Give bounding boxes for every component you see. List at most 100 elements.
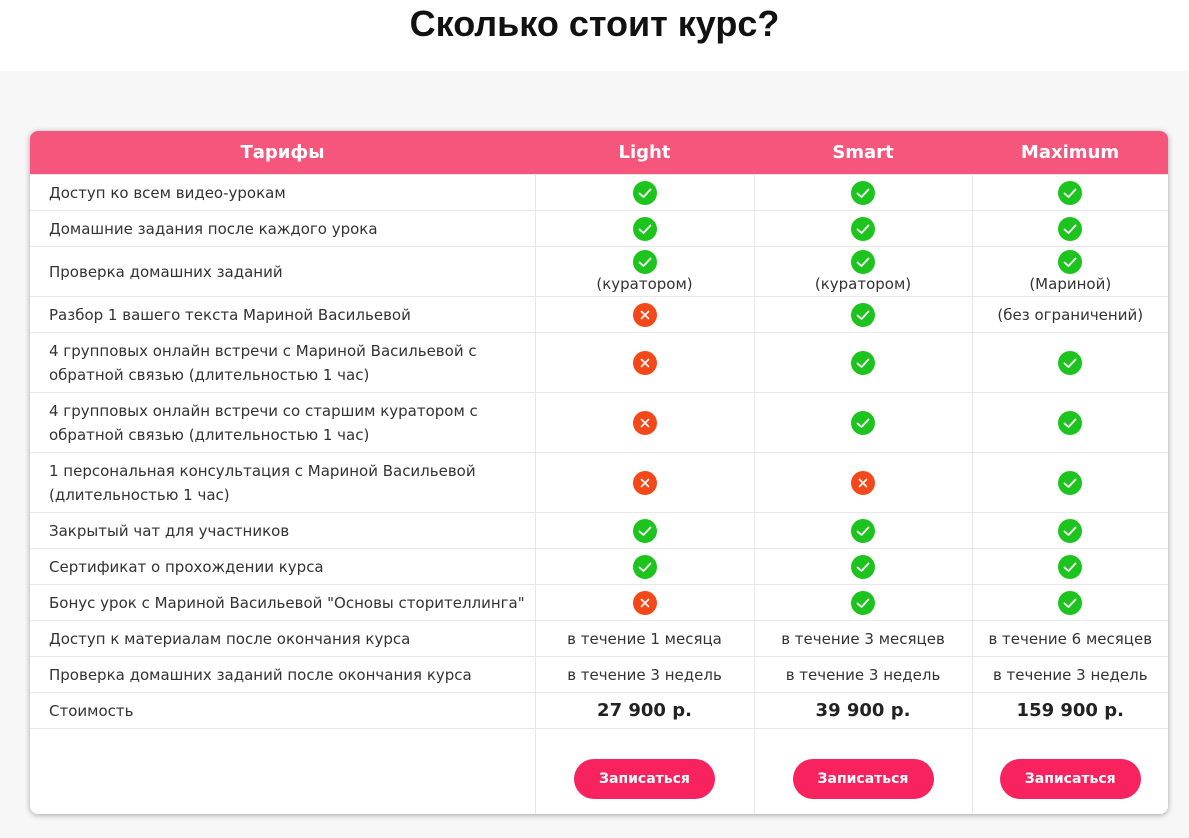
signup-row: Записаться Записаться Записаться: [30, 728, 1168, 814]
cell-smart: [753, 332, 972, 393]
cell-maximum: 159 900 р.: [971, 692, 1168, 729]
feature-label: 4 групповых онлайн встречи со старшим ку…: [30, 392, 535, 453]
price-smart: 39 900 р.: [815, 700, 911, 721]
cell-smart: [753, 296, 972, 333]
cell-note: (Мариной): [1029, 274, 1112, 293]
check-icon: [632, 180, 657, 205]
check-icon: [851, 410, 875, 435]
check-icon: [1058, 518, 1083, 543]
cell-maximum: [971, 584, 1168, 621]
signup-button-maximum[interactable]: Записаться: [999, 759, 1141, 799]
table-row: Закрытый чат для участников: [30, 512, 1168, 549]
cell-light: в течение 3 недель: [534, 656, 754, 693]
table-row: Проверка домашних заданий после окончани…: [30, 656, 1168, 693]
check-icon: [1058, 350, 1083, 375]
table-row: 4 групповых онлайн встречи со старшим ку…: [30, 392, 1168, 453]
check-icon: [1058, 470, 1083, 495]
cell-text: в течение 3 недель: [567, 665, 722, 684]
table-row: 4 групповых онлайн встречи с Мариной Вас…: [30, 332, 1168, 393]
cross-icon: [632, 590, 657, 615]
cell-light: [534, 332, 754, 393]
feature-label: 1 персональная консультация с Мариной Ва…: [30, 452, 535, 513]
cell-maximum: (без ограничений): [971, 296, 1168, 333]
pricing-table: Тарифы Light Smart Maximum Доступ ко все…: [30, 131, 1168, 814]
check-icon: [632, 249, 657, 274]
cell-maximum: [971, 332, 1168, 393]
cell-text: в течение 6 месяцев: [988, 629, 1153, 648]
cell-maximum: [971, 392, 1168, 453]
cell-smart: [753, 512, 972, 549]
header-smart: Smart: [754, 131, 972, 175]
table-row: Доступ к материалам после окончания курс…: [30, 620, 1168, 657]
cell-light: [534, 584, 754, 621]
cell-light: [534, 174, 754, 211]
cell-text: в течение 3 недель: [785, 665, 941, 684]
cell-note: (куратором): [596, 274, 693, 293]
check-icon: [1058, 249, 1083, 274]
cross-icon: [632, 302, 657, 327]
cell-smart: в течение 3 недель: [753, 656, 972, 693]
signup-button-smart[interactable]: Записаться: [792, 759, 934, 799]
cell-text: в течение 3 недель: [992, 665, 1148, 684]
cell-smart: [753, 392, 972, 453]
feature-label: Домашние задания после каждого урока: [30, 210, 535, 247]
cell-smart: [753, 174, 972, 211]
cell-light: [534, 296, 754, 333]
check-icon: [851, 302, 875, 327]
cell-note: (куратором): [814, 274, 912, 293]
check-icon: [632, 518, 657, 543]
cross-icon: [632, 470, 657, 495]
check-icon: [851, 554, 875, 579]
cell-maximum: [971, 548, 1168, 585]
cell-maximum: в течение 6 месяцев: [971, 620, 1168, 657]
cell-maximum: (Мариной): [971, 246, 1168, 297]
cell-smart: 39 900 р.: [753, 692, 972, 729]
cross-icon: [851, 470, 875, 495]
feature-label: Проверка домашних заданий: [30, 246, 535, 297]
header-light: Light: [535, 131, 754, 175]
table-row: Доступ ко всем видео-урокам: [30, 174, 1168, 211]
check-icon: [851, 518, 875, 543]
cell-maximum: [971, 512, 1168, 549]
feature-label: Закрытый чат для участников: [30, 512, 535, 549]
table-row: Домашние задания после каждого урока: [30, 210, 1168, 247]
table-row: 1 персональная консультация с Мариной Ва…: [30, 452, 1168, 513]
cross-icon: [632, 350, 657, 375]
check-icon: [1058, 410, 1083, 435]
check-icon: [1058, 554, 1083, 579]
header-maximum: Maximum: [972, 131, 1168, 175]
feature-label: Разбор 1 вашего текста Мариной Васильево…: [30, 296, 535, 333]
table-row: Стоимость 27 900 р. 39 900 р. 159 900 р.: [30, 692, 1168, 729]
table-row: Бонус урок с Мариной Васильевой "Основы …: [30, 584, 1168, 621]
feature-label: Бонус урок с Мариной Васильевой "Основы …: [30, 584, 535, 621]
table-row: Разбор 1 вашего текста Мариной Васильево…: [30, 296, 1168, 333]
check-icon: [632, 554, 657, 579]
feature-label: Сертификат о прохождении курса: [30, 548, 535, 585]
cell-smart: (куратором): [753, 246, 972, 297]
feature-label: 4 групповых онлайн встречи с Мариной Вас…: [30, 332, 535, 393]
cell-light: в течение 1 месяца: [534, 620, 754, 657]
check-icon: [851, 216, 875, 241]
check-icon: [851, 350, 875, 375]
cell-light: (куратором): [534, 246, 754, 297]
cell-text: в течение 3 месяцев: [781, 629, 945, 648]
cell-maximum: [971, 452, 1168, 513]
cell-smart: [753, 452, 972, 513]
check-icon: [1058, 216, 1083, 241]
cell-text: (без ограничений): [997, 305, 1144, 324]
feature-label: Доступ ко всем видео-урокам: [30, 174, 535, 211]
cell-maximum: Записаться: [971, 728, 1168, 814]
check-icon: [851, 590, 875, 615]
cell-light: [534, 512, 754, 549]
feature-label: Проверка домашних заданий после окончани…: [30, 656, 535, 693]
check-icon: [1058, 590, 1083, 615]
cell-smart: [753, 584, 972, 621]
check-icon: [851, 180, 875, 205]
table-header-row: Тарифы Light Smart Maximum: [30, 131, 1168, 175]
cell-text: в течение 1 месяца: [567, 629, 722, 648]
signup-button-light[interactable]: Записаться: [574, 759, 715, 799]
price-maximum: 159 900 р.: [1016, 700, 1124, 721]
cell-maximum: в течение 3 недель: [971, 656, 1168, 693]
cell-light: [534, 392, 754, 453]
cell-smart: в течение 3 месяцев: [753, 620, 972, 657]
